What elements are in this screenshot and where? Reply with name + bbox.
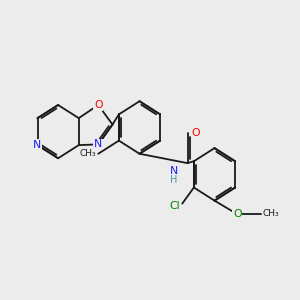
Text: N: N xyxy=(33,140,42,150)
Text: O: O xyxy=(94,100,103,110)
Text: O: O xyxy=(191,128,200,138)
Text: H: H xyxy=(170,175,177,184)
Text: O: O xyxy=(233,209,242,219)
Text: CH₃: CH₃ xyxy=(80,149,96,158)
Text: CH₃: CH₃ xyxy=(263,209,279,218)
Text: N: N xyxy=(94,140,102,149)
Text: Cl: Cl xyxy=(170,201,180,211)
Text: N: N xyxy=(169,167,178,176)
